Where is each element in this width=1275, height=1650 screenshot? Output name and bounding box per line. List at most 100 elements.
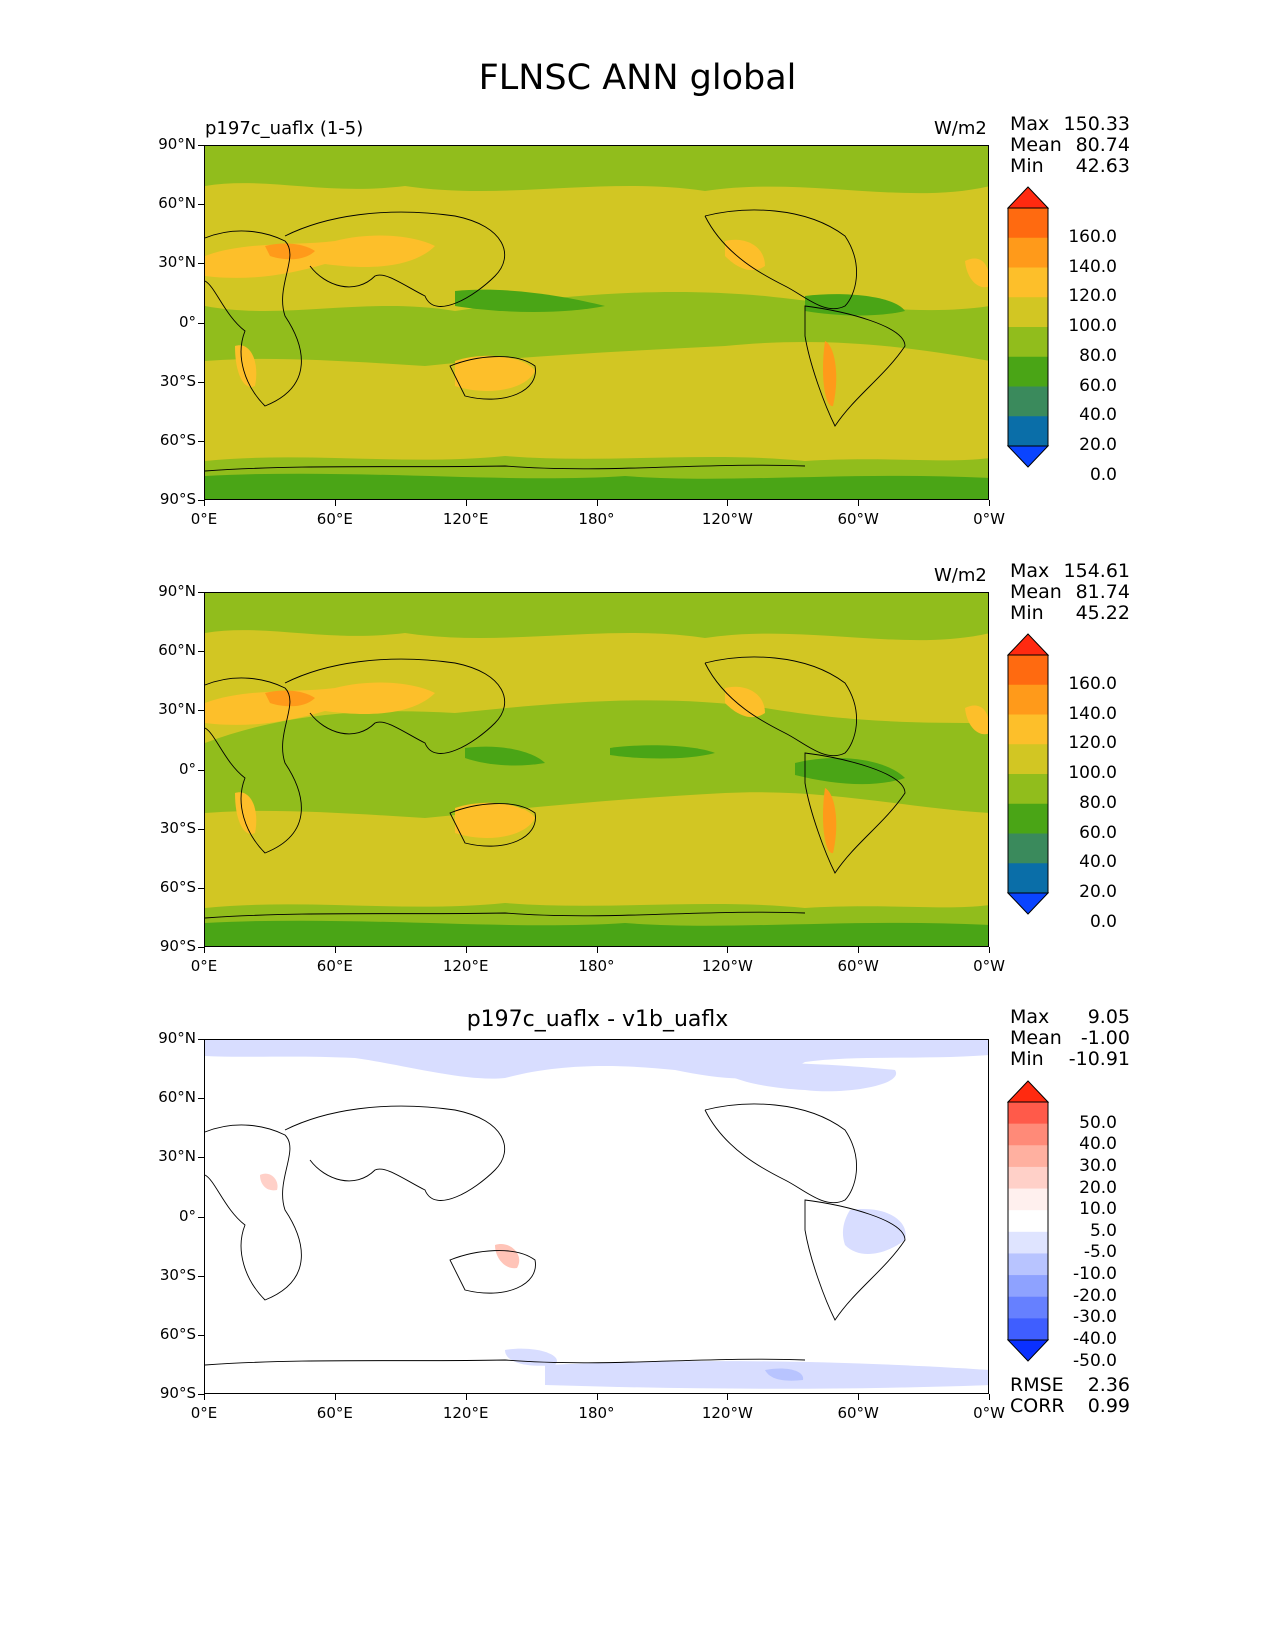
- lon-tick-label: 60°W: [837, 510, 879, 528]
- corr-value: 0.99: [1087, 1395, 1130, 1417]
- lon-tick-label: 0°W: [973, 510, 1005, 528]
- colorbar-tick-label: -30.0: [1073, 1307, 1117, 1328]
- colorbar-extend-max: [1007, 1080, 1050, 1103]
- colorbar: [1007, 633, 1050, 915]
- min-value: 45.22: [1075, 602, 1130, 624]
- colorbar-tick-label: 40.0: [1079, 405, 1117, 426]
- colorbar-bin: [1008, 237, 1048, 268]
- lon-tick-label: 60°W: [837, 957, 879, 975]
- lon-tick-label: 60°E: [316, 1404, 353, 1422]
- lon-tick-mark: [989, 947, 990, 953]
- colorbar-extend-min: [1007, 1339, 1050, 1362]
- colorbar-extend-min: [1007, 892, 1050, 915]
- lat-tick-mark: [198, 947, 204, 948]
- colorbar-tick-label: 30.0: [1079, 1155, 1117, 1176]
- colorbar-tick-label: -50.0: [1073, 1350, 1117, 1371]
- map-field: [205, 1040, 988, 1389]
- lon-tick-mark: [204, 947, 205, 953]
- lat-tick-label: 30°S: [159, 818, 196, 837]
- lon-tick-label: 120°E: [442, 510, 489, 528]
- lat-tick-mark: [198, 1098, 204, 1100]
- colorbar-bin: [1008, 863, 1048, 894]
- colorbar-tick-label: -10.0: [1073, 1264, 1117, 1285]
- colorbar-tick-label: 50.0: [1079, 1112, 1117, 1133]
- panel-units: W/m2: [934, 565, 987, 586]
- lat-tick-label: 60°S: [159, 430, 196, 449]
- lat-tick-label: 60°S: [159, 877, 196, 896]
- lon-tick-label: 0°E: [190, 510, 218, 528]
- max-value: 9.05: [1087, 1006, 1130, 1028]
- lon-tick-mark: [727, 500, 729, 506]
- colorbar-bin: [1008, 1296, 1048, 1319]
- colorbar-tick-label: -40.0: [1073, 1329, 1117, 1349]
- lon-tick-mark: [334, 947, 336, 953]
- mean-value: 80.74: [1075, 134, 1130, 156]
- colorbar-tick-label: 140.0: [1068, 256, 1117, 277]
- mean-label: Mean: [1010, 581, 1062, 603]
- mean-value: 81.74: [1075, 581, 1130, 603]
- colorbar: [1007, 1080, 1050, 1362]
- colorbar-tick-label: 40.0: [1079, 1134, 1117, 1155]
- lon-tick-label: 120°E: [442, 1404, 489, 1422]
- colorbar-bin: [1008, 833, 1048, 864]
- lat-tick-label: 30°N: [158, 700, 196, 719]
- colorbar-bin: [1008, 714, 1048, 745]
- lat-tick-mark: [198, 440, 204, 442]
- lat-tick-label: 60°N: [158, 641, 196, 660]
- colorbar-bin: [1008, 386, 1048, 417]
- lat-tick-label: 30°N: [158, 253, 196, 272]
- colorbar-tick-label: -20.0: [1073, 1285, 1117, 1306]
- lon-tick-label: 180°: [578, 510, 615, 528]
- map-plot: [204, 145, 989, 500]
- min-label: Min: [1010, 602, 1044, 624]
- lat-tick-label: 60°N: [158, 194, 196, 213]
- lat-tick-label: 90°N: [158, 135, 196, 153]
- colorbar-bin: [1008, 774, 1048, 805]
- rmse-value: 2.36: [1087, 1374, 1130, 1396]
- lat-tick-mark: [198, 1394, 204, 1395]
- lon-tick-mark: [596, 947, 598, 953]
- colorbar-tick-label: 60.0: [1079, 375, 1117, 396]
- colorbar-tick-label: 80.0: [1079, 792, 1117, 813]
- lat-tick-label: 90°N: [158, 1029, 196, 1047]
- lat-tick-label: 0°: [178, 1206, 196, 1225]
- lon-tick-mark: [465, 500, 467, 506]
- map-plot: [204, 592, 989, 947]
- lon-tick-mark: [727, 1394, 729, 1400]
- colorbar-tick-label: 5.0: [1089, 1220, 1117, 1241]
- colorbar-tick-label: 100.0: [1068, 316, 1117, 336]
- figure-title: FLNSC ANN global: [478, 58, 797, 98]
- lat-tick-mark: [198, 592, 204, 593]
- colorbar-bin: [1008, 1166, 1048, 1190]
- panel-left-title: p197c_uaflx (1-5): [205, 118, 364, 139]
- colorbar-tick-label: 100.0: [1068, 763, 1117, 783]
- lat-tick-label: 90°S: [159, 1384, 196, 1402]
- lat-tick-label: 30°S: [159, 371, 196, 390]
- colorbar-bin: [1008, 1231, 1048, 1254]
- panel-units: W/m2: [934, 118, 987, 139]
- min-value: -10.91: [1068, 1048, 1130, 1070]
- colorbar-tick-label: 20.0: [1079, 435, 1117, 455]
- colorbar-tick-label: 40.0: [1079, 852, 1117, 873]
- lat-tick-label: 0°: [178, 759, 196, 778]
- lon-tick-mark: [858, 947, 860, 953]
- lon-tick-mark: [334, 500, 336, 506]
- lat-tick-mark: [198, 1039, 204, 1040]
- lon-tick-mark: [204, 1394, 205, 1400]
- lat-tick-label: 30°N: [158, 1147, 196, 1166]
- rmse-label: RMSE: [1010, 1374, 1064, 1396]
- lon-tick-label: 120°W: [701, 957, 753, 975]
- colorbar-tick-label: -5.0: [1083, 1242, 1117, 1263]
- lat-tick-mark: [198, 381, 204, 383]
- lat-tick-mark: [198, 710, 204, 712]
- colorbar: [1007, 186, 1050, 468]
- lon-tick-label: 60°W: [837, 1404, 879, 1422]
- min-label: Min: [1010, 1048, 1044, 1070]
- colorbar-bin: [1008, 1188, 1048, 1211]
- lon-tick-label: 180°: [578, 957, 615, 975]
- mean-value: -1.00: [1080, 1027, 1130, 1049]
- colorbar-bin: [1008, 1275, 1048, 1298]
- colorbar-tick-label: 80.0: [1079, 345, 1117, 366]
- max-value: 154.61: [1063, 560, 1130, 582]
- colorbar-bin: [1008, 684, 1048, 715]
